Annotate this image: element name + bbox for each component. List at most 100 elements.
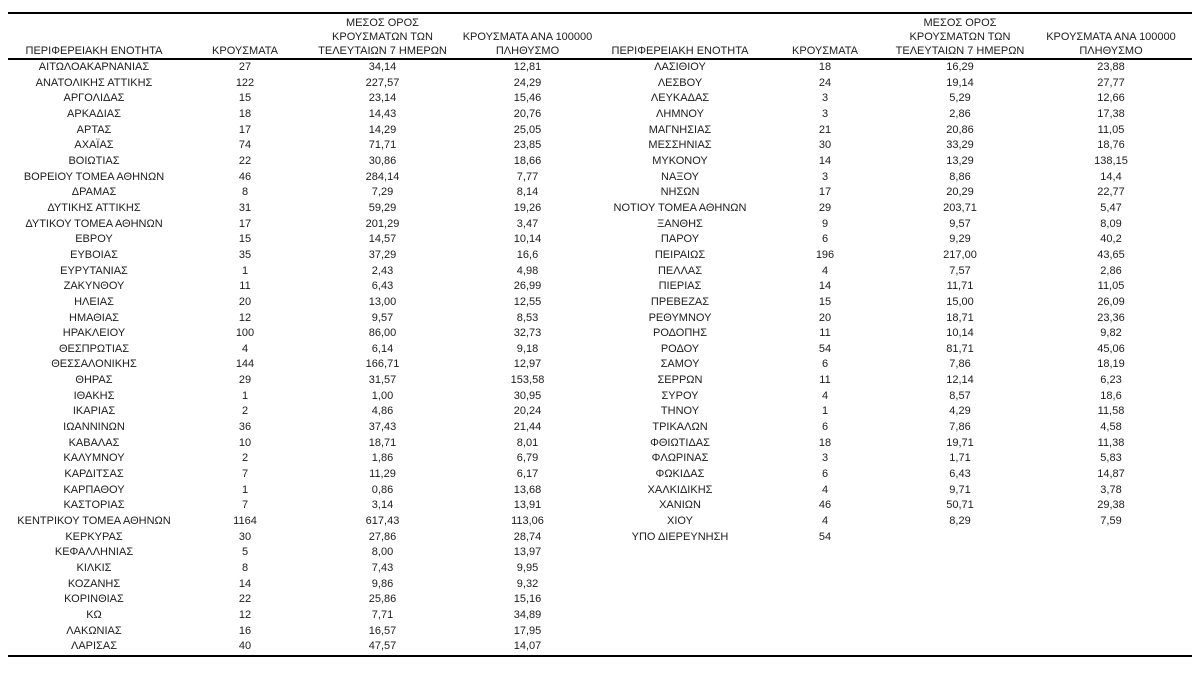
value-cell: 13,29 <box>946 154 974 167</box>
header-avg7-line2: ΚΡΟΥΣΜΑΤΩΝ ΤΩΝ <box>909 31 1011 43</box>
table-row: ΑΡΚΑΔΙΑΣ 18 14,43 20,76 ΛΗΜΝΟΥ 3 2,86 17,38 <box>8 107 1192 123</box>
value-cell: 8,57 <box>949 389 971 402</box>
value-cell: 4 <box>821 515 829 528</box>
value-cell <box>1030 592 1192 608</box>
value-cell: 1,86 <box>371 452 394 465</box>
value-cell: 14 <box>238 577 252 590</box>
header-cases-right: ΚΡΟΥΣΜΑΤΑ <box>760 14 890 58</box>
value-cell: 1 <box>821 405 829 418</box>
value-cell: 40 <box>238 640 252 653</box>
region-name-cell: ΚΑΛΥΜΝΟΥ <box>63 452 125 465</box>
value-cell: 284,14 <box>365 170 400 183</box>
table-row: ΘΗΡΑΣ 29 31,57 153,58 ΣΕΡΡΩΝ 11 12,14 6,23 <box>8 373 1192 389</box>
header-per100k-right: ΚΡΟΥΣΜΑΤΑ ΑΝΑ 100000 ΠΛΗΘΥΣΜΟ <box>1030 14 1192 58</box>
value-cell: 9,82 <box>1100 327 1122 340</box>
value-cell: 19,26 <box>513 201 542 214</box>
value-cell: 27,86 <box>368 530 397 543</box>
region-name-cell: ΗΜΑΘΙΑΣ <box>69 311 119 324</box>
value-cell: 10,14 <box>946 327 974 340</box>
region-name-cell: ΙΘΑΚΗΣ <box>73 389 115 402</box>
region-name-cell: ΡΟΔΟΠΗΣ <box>652 327 708 340</box>
value-cell: 50,71 <box>946 499 974 512</box>
table-row: ΕΥΒΟΙΑΣ 35 37,29 16,6 ΠΕΙΡΑΙΩΣ 196 217,00 43,65 <box>8 248 1192 264</box>
region-name-cell: ΚΙΛΚΙΣ <box>76 562 112 574</box>
value-cell: 203,71 <box>943 201 977 214</box>
table-row: ΑΧΑΪΑΣ 74 71,71 23,85 ΜΕΣΣΗΝΙΑΣ 30 33,29 18,76 <box>8 138 1192 154</box>
value-cell <box>760 592 890 608</box>
table-row: ΖΑΚΥΝΘΟΥ 11 6,43 26,99 ΠΙΕΡΙΑΣ 14 11,71 11,05 <box>8 279 1192 295</box>
value-cell: 30,95 <box>513 389 542 402</box>
value-cell: 8,86 <box>949 170 971 183</box>
value-cell: 8 <box>241 186 249 199</box>
value-cell: 9,86 <box>371 577 394 590</box>
value-cell: 2,86 <box>949 107 971 120</box>
value-cell: 17 <box>818 186 832 199</box>
value-cell: 27,77 <box>1097 76 1125 89</box>
value-cell: 7,86 <box>949 358 971 371</box>
region-name-cell: ΑΧΑΪΑΣ <box>74 139 114 152</box>
value-cell: 201,29 <box>365 217 400 230</box>
value-cell: 18,19 <box>1097 358 1125 371</box>
value-cell: 20 <box>818 311 832 324</box>
value-cell: 31,57 <box>368 374 397 387</box>
value-cell: 3 <box>821 170 829 183</box>
value-cell: 4,86 <box>371 405 394 418</box>
value-cell: 30,86 <box>368 154 397 167</box>
value-cell: 5,83 <box>1100 452 1122 465</box>
value-cell: 1 <box>241 264 249 277</box>
value-cell: 11,58 <box>1097 405 1125 418</box>
value-cell: 6,43 <box>371 280 394 293</box>
header-avg7-line1: ΜΕΣΟΣ ΟΡΟΣ <box>923 17 997 29</box>
value-cell <box>760 577 890 593</box>
region-name-cell: ΜΕΣΣΗΝΙΑΣ <box>648 139 712 152</box>
table-row: ΑΙΤΩΛΟΑΚΑΡΝΑΝΙΑΣ 27 34,14 12,81 ΛΑΣΙΘΙΟΥ 18 16… <box>8 60 1192 76</box>
region-name-cell: ΘΕΣΣΑΛΟΝΙΚΗΣ <box>51 358 137 371</box>
value-cell: 217,00 <box>943 248 977 261</box>
value-cell: 23,36 <box>1097 311 1125 324</box>
region-name-cell: ΠΙΕΡΙΑΣ <box>658 280 702 293</box>
value-cell: 40,2 <box>1100 233 1122 246</box>
value-cell: 14,57 <box>368 233 397 246</box>
header-avg7-left: ΜΕΣΟΣ ΟΡΟΣ ΚΡΟΥΣΜΑΤΩΝ ΤΩΝ ΤΕΛΕΥΤΑΙΩΝ 7 Η… <box>310 14 455 58</box>
value-cell: 1 <box>241 483 249 496</box>
table-row: ΕΥΡΥΤΑΝΙΑΣ 1 2,43 4,98 ΠΕΛΛΑΣ 4 7,57 2,86 <box>8 264 1192 280</box>
value-cell: 18,71 <box>368 436 397 449</box>
value-cell: 22,77 <box>1097 186 1125 199</box>
table-body: ΑΙΤΩΛΟΑΚΑΡΝΑΝΙΑΣ 27 34,14 12,81 ΛΑΣΙΘΙΟΥ 18 16… <box>8 60 1192 657</box>
value-cell: 20,29 <box>946 186 974 199</box>
region-name-cell: ΚΑΡΠΑΘΟΥ <box>63 483 125 496</box>
value-cell: 3 <box>821 92 829 105</box>
value-cell: 113,06 <box>511 515 544 528</box>
value-cell: 47,57 <box>368 640 397 653</box>
value-cell: 11,29 <box>369 468 396 481</box>
region-name-cell: ΕΥΒΟΙΑΣ <box>70 248 118 261</box>
value-cell: 23,85 <box>513 139 542 152</box>
value-cell: 71,71 <box>368 139 397 152</box>
table-row: ΚΟΡΙΝΘΙΑΣ 22 25,86 15,16 <box>8 592 1192 608</box>
region-name-cell: ΠΑΡΟΥ <box>660 233 700 246</box>
value-cell: 1 <box>241 389 249 402</box>
region-name-cell: ΤΗΝΟΥ <box>660 405 700 418</box>
value-cell: 227,57 <box>365 76 400 89</box>
region-name-cell: ΧΑΝΙΩΝ <box>659 499 701 512</box>
value-cell: 14 <box>818 154 832 167</box>
value-cell: 6 <box>821 421 829 434</box>
value-cell: 24 <box>818 76 832 89</box>
region-name-cell: ΚΟΖΑΝΗΣ <box>67 577 121 590</box>
value-cell: 100 <box>235 327 255 340</box>
value-cell: 8,09 <box>1100 217 1122 230</box>
region-name-cell: ΕΒΡΟΥ <box>75 233 113 246</box>
value-cell: 617,43 <box>365 515 400 528</box>
region-name-cell: ΦΩΚΙΔΑΣ <box>655 468 705 481</box>
region-name-cell: ΑΡΚΑΔΙΑΣ <box>67 107 121 120</box>
value-cell: 4 <box>821 264 829 277</box>
value-cell <box>760 639 890 655</box>
value-cell: 7,43 <box>371 562 394 574</box>
value-cell: 9,95 <box>516 562 539 574</box>
value-cell: 25,86 <box>368 593 397 606</box>
table-row: ΗΡΑΚΛΕΙΟΥ 100 86,00 32,73 ΡΟΔΟΠΗΣ 11 10,14 9,82 <box>8 326 1192 342</box>
table-row: ΘΕΣΠΡΩΤΙΑΣ 4 6,14 9,18 ΡΟΔΟΥ 54 81,71 45,06 <box>8 342 1192 358</box>
value-cell: 54 <box>818 342 832 355</box>
value-cell: 37,43 <box>368 421 397 434</box>
